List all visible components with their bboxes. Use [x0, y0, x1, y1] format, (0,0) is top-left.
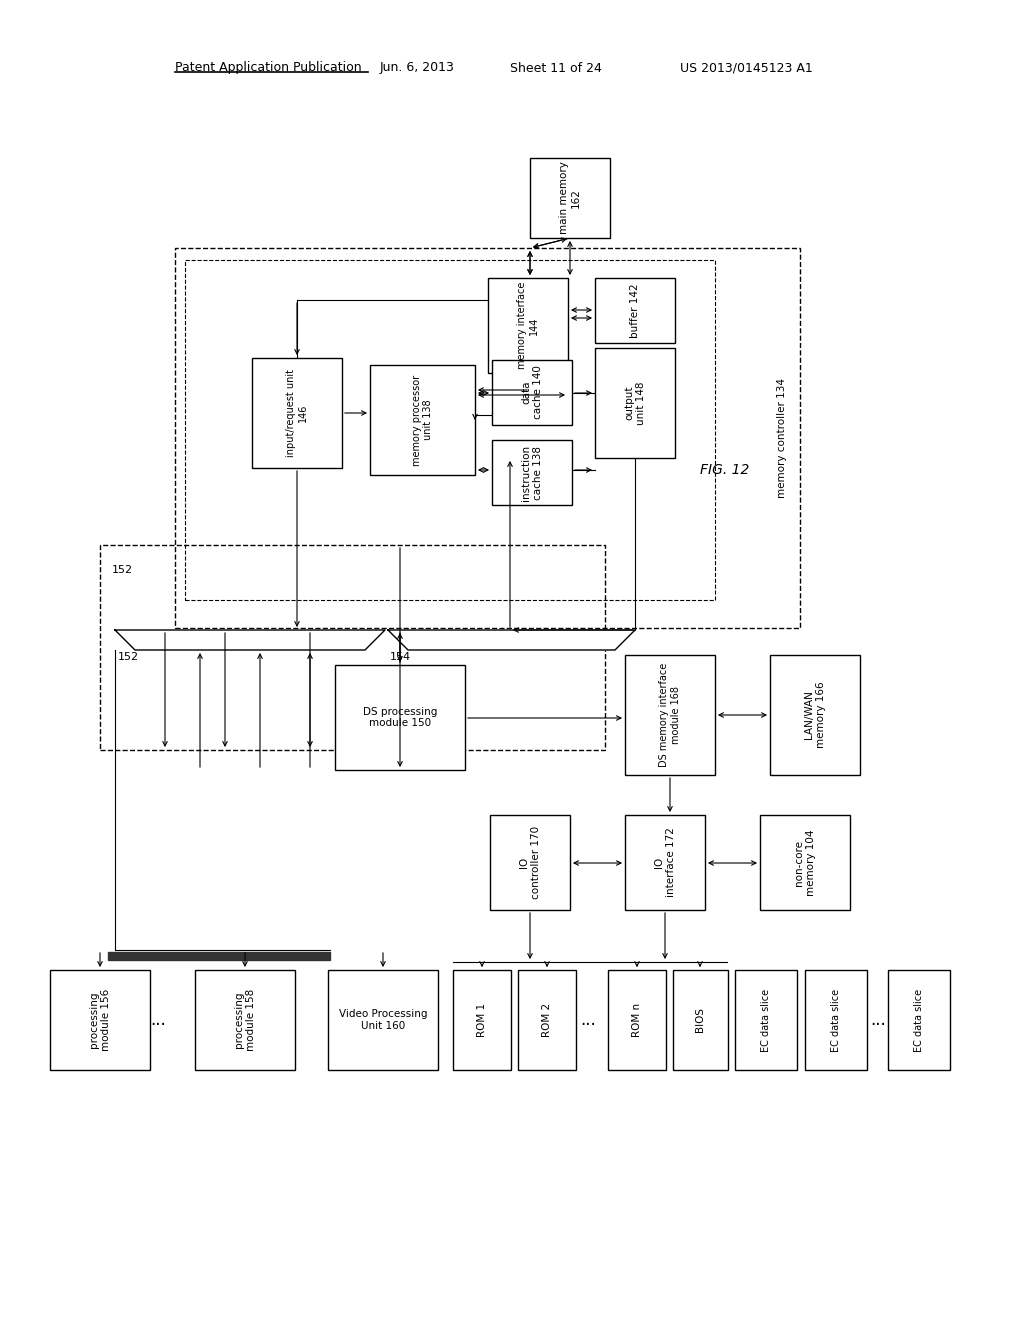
Text: ROM 2: ROM 2	[542, 1003, 552, 1038]
Text: non-core
memory 104: non-core memory 104	[795, 829, 816, 896]
Bar	[453, 970, 511, 1071]
Bar	[50, 970, 150, 1071]
Bar	[335, 665, 465, 770]
Bar	[595, 348, 675, 458]
Text: IO
interface 172: IO interface 172	[654, 828, 676, 898]
Text: US 2013/0145123 A1: US 2013/0145123 A1	[680, 62, 813, 74]
Text: LAN/WAN
memory 166: LAN/WAN memory 166	[804, 681, 825, 748]
Bar	[488, 279, 568, 374]
Text: main memory
162: main memory 162	[559, 161, 581, 235]
Text: data
cache 140: data cache 140	[521, 366, 543, 420]
Text: EC data slice: EC data slice	[761, 989, 771, 1052]
Text: ...: ...	[870, 1011, 886, 1030]
Bar	[625, 814, 705, 909]
Text: instruction
cache 138: instruction cache 138	[521, 445, 543, 500]
Text: BIOS: BIOS	[695, 1007, 705, 1032]
Bar	[328, 970, 438, 1071]
Text: EC data slice: EC data slice	[831, 989, 841, 1052]
Bar	[625, 655, 715, 775]
Bar	[175, 248, 800, 628]
Text: 152: 152	[118, 652, 139, 663]
Bar	[530, 158, 610, 238]
Bar	[805, 970, 867, 1071]
Bar	[608, 970, 666, 1071]
Text: memory processor
unit 138: memory processor unit 138	[412, 375, 433, 466]
Bar	[492, 440, 572, 506]
Text: FIG. 12: FIG. 12	[700, 463, 750, 477]
Text: ROM 1: ROM 1	[477, 1003, 487, 1038]
Bar	[492, 360, 572, 425]
Polygon shape	[388, 630, 635, 649]
Text: 154: 154	[390, 652, 411, 663]
Bar	[595, 279, 675, 343]
Text: DS processing
module 150: DS processing module 150	[362, 706, 437, 729]
Text: Video Processing
Unit 160: Video Processing Unit 160	[339, 1010, 427, 1031]
Text: Jun. 6, 2013: Jun. 6, 2013	[380, 62, 455, 74]
Bar	[185, 260, 715, 601]
Text: output
unit 148: output unit 148	[625, 381, 646, 425]
Text: ...: ...	[581, 1011, 596, 1030]
Text: buffer 142: buffer 142	[630, 284, 640, 338]
Bar	[673, 970, 728, 1071]
Bar	[770, 655, 860, 775]
Bar	[760, 814, 850, 909]
Text: ROM n: ROM n	[632, 1003, 642, 1038]
Bar	[735, 970, 797, 1071]
Text: 152: 152	[112, 565, 133, 576]
Text: Sheet 11 of 24: Sheet 11 of 24	[510, 62, 602, 74]
Text: EC data slice: EC data slice	[914, 989, 924, 1052]
Text: DS memory interface
module 168: DS memory interface module 168	[659, 663, 681, 767]
Bar	[195, 970, 295, 1071]
Bar	[888, 970, 950, 1071]
Bar	[518, 970, 575, 1071]
Text: Patent Application Publication: Patent Application Publication	[175, 62, 361, 74]
Bar	[252, 358, 342, 469]
Bar	[100, 545, 605, 750]
Polygon shape	[115, 630, 385, 649]
Polygon shape	[108, 952, 330, 960]
Text: processing
module 158: processing module 158	[234, 989, 256, 1051]
Text: memory controller 134: memory controller 134	[777, 378, 787, 498]
Text: memory interface
144: memory interface 144	[517, 281, 539, 370]
Bar	[370, 366, 475, 475]
Bar	[490, 814, 570, 909]
Text: ...: ...	[151, 1011, 166, 1030]
Text: input/request unit
146: input/request unit 146	[286, 370, 308, 457]
Text: processing
module 156: processing module 156	[89, 989, 111, 1051]
Text: IO
controller 170: IO controller 170	[519, 826, 541, 899]
